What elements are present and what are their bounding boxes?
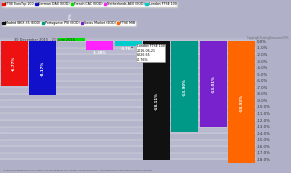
Bar — [0, 87, 256, 94]
Bar — [0, 48, 256, 54]
Text: -6.77%: -6.77% — [12, 56, 16, 71]
Text: 6.83%: 6.83% — [69, 12, 73, 26]
Legend: FTSE EuroTop 100, German DAX (EOD), French CAC (EOD), Netherlands AEX (EOD), Lon: FTSE EuroTop 100, German DAX (EOD), Fren… — [1, 2, 177, 7]
Text: -13.90%: -13.90% — [183, 78, 187, 96]
Bar — [58, 0, 85, 41]
Bar — [143, 41, 170, 160]
Text: 30 December 2015 - 21 June 2016: 30 December 2015 - 21 June 2016 — [14, 38, 75, 42]
Bar — [0, 127, 256, 133]
Bar — [115, 41, 141, 46]
Bar — [0, 120, 256, 127]
Bar — [29, 41, 56, 95]
Text: -1.38%: -1.38% — [93, 51, 107, 55]
Bar — [0, 100, 256, 107]
Bar — [0, 113, 256, 120]
Bar — [0, 74, 256, 81]
Bar — [228, 41, 255, 165]
Text: Copyright TradingView.com 0.5%: Copyright TradingView.com 0.5% — [246, 36, 288, 40]
Text: -8.17%: -8.17% — [41, 61, 45, 76]
Text: London FTSE 100
2016-06-21
6226.65
-0.76%: London FTSE 100 2016-06-21 6226.65 -0.76… — [131, 44, 164, 62]
Bar — [0, 146, 256, 153]
Bar — [0, 107, 256, 113]
Bar — [0, 68, 256, 74]
Bar — [0, 133, 256, 140]
Bar — [0, 54, 256, 61]
Bar — [200, 41, 227, 127]
Bar — [0, 61, 256, 68]
Bar — [0, 153, 256, 159]
Bar — [0, 81, 256, 87]
Text: -18.93%: -18.93% — [240, 94, 244, 112]
Bar — [0, 35, 256, 41]
Text: -13.01%: -13.01% — [211, 75, 215, 93]
Bar — [0, 140, 256, 146]
Bar — [171, 41, 198, 133]
Text: -18.11%: -18.11% — [155, 92, 159, 110]
Bar — [1, 41, 28, 86]
Bar — [86, 41, 113, 50]
Legend: Madrid IBEX 35 (EOD), Portuguese PSI (EOD), Swiss Market (EOD), FTSE MIB: Madrid IBEX 35 (EOD), Portuguese PSI (EO… — [1, 21, 136, 26]
Bar — [0, 94, 256, 100]
Text: *FTSE EuroTopGerman DAX *French CAC*Netherlands AEX (London FTSE*adrid) IBEX 7*P: *FTSE EuroTopGerman DAX *French CAC*Neth… — [3, 170, 151, 171]
Bar — [0, 41, 256, 48]
Text: -0.76%: -0.76% — [121, 47, 135, 51]
